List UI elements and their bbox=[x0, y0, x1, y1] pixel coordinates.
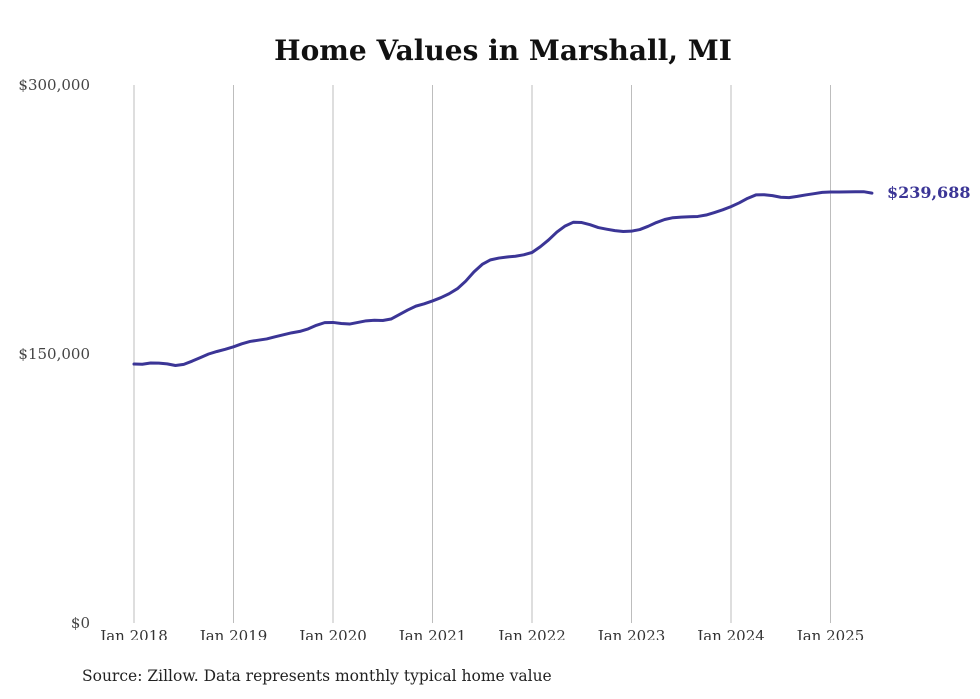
x-tick-label: Jan 2020 bbox=[297, 627, 367, 640]
x-axis-ticks: Jan 2018 Jan 2019 Jan 2020 Jan 2021 Jan 2022… bbox=[98, 627, 865, 645]
x-tick-label: Jan 2022 bbox=[496, 627, 566, 640]
chart-title: Home Values in Marshall, MI bbox=[274, 34, 732, 67]
x-tick-label: Jan 2018 bbox=[98, 627, 168, 640]
x-tick-label: Jan 2021 bbox=[397, 627, 467, 640]
x-tick-label: Jan 2025 bbox=[795, 627, 865, 640]
source-note: Source: Zillow. Data represents monthly … bbox=[82, 667, 552, 685]
y-tick-label: $150,000 bbox=[18, 345, 90, 363]
x-tick-label: Jan 2024 bbox=[695, 627, 765, 640]
y-tick-label: $0 bbox=[71, 614, 90, 632]
x-tick-label: Jan 2019 bbox=[198, 627, 268, 640]
x-tick-label: Jan 2023 bbox=[596, 627, 666, 640]
end-value-label: $239,688 bbox=[887, 183, 971, 202]
series-layer: $239,688 bbox=[132, 183, 971, 367]
gridlines bbox=[133, 85, 831, 623]
y-axis-ticks: $0 $150,000 $300,000 bbox=[18, 76, 90, 632]
y-tick-label: $300,000 bbox=[18, 76, 90, 94]
series-line bbox=[132, 190, 874, 367]
line-chart: Home Values in Marshall, MI $0 $150,000 $3… bbox=[18, 34, 971, 645]
